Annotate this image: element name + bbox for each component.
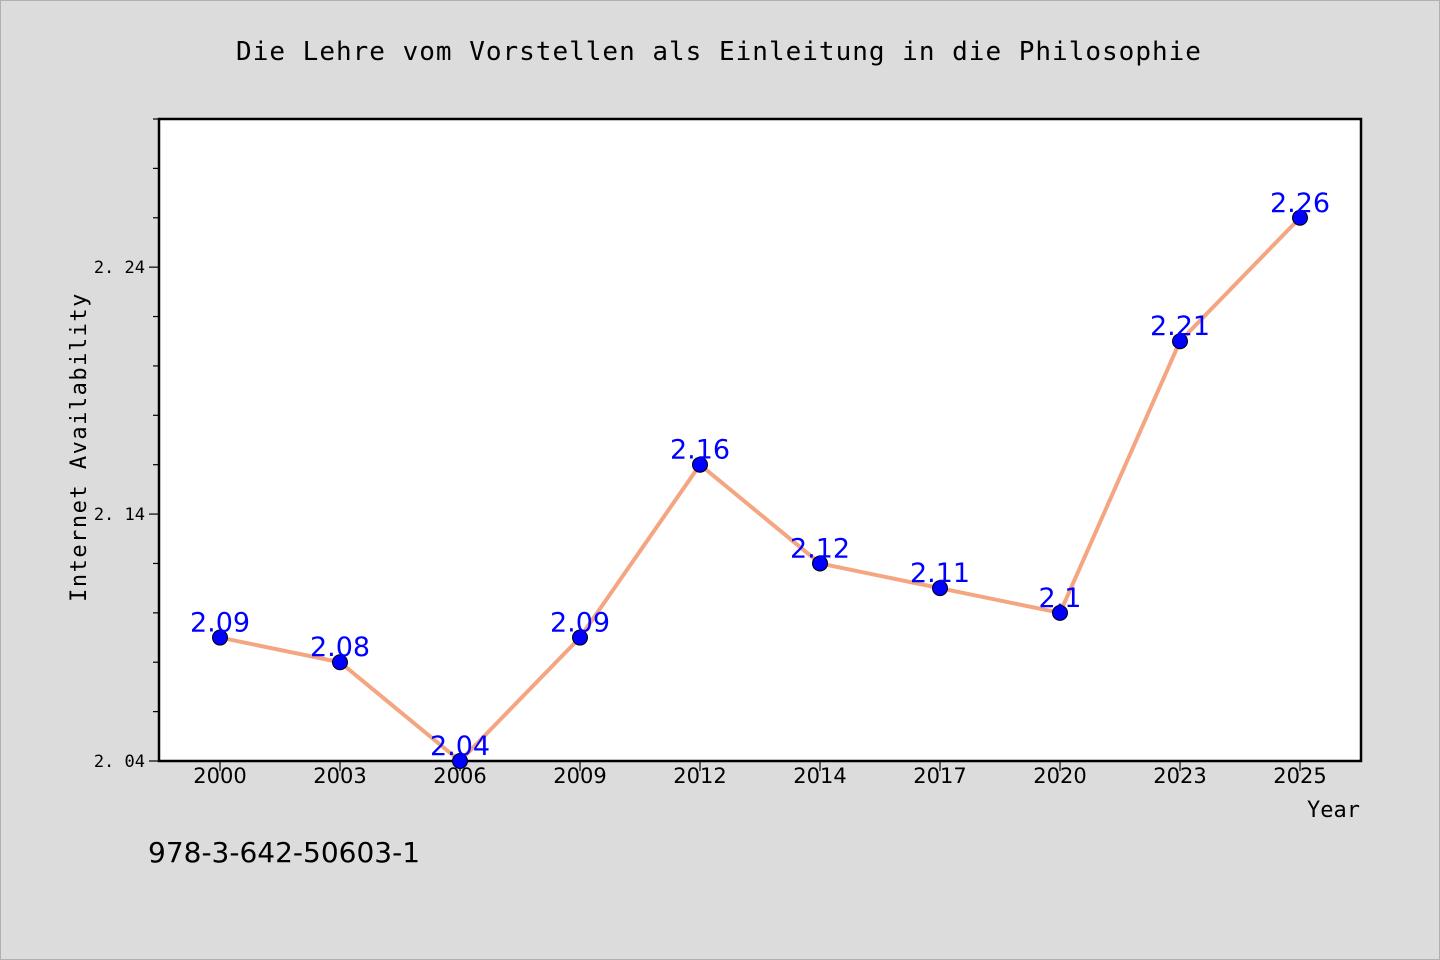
- x-tick-label: 2023: [1153, 764, 1206, 788]
- data-label: 2.09: [550, 608, 610, 639]
- y-axis-label: Internet Availability: [67, 292, 92, 602]
- y-tick-label: 2. 14: [94, 505, 145, 525]
- x-tick-label: 2009: [553, 764, 606, 788]
- data-point: [572, 629, 588, 646]
- data-label: 2.08: [310, 632, 370, 663]
- x-tick-label: 2020: [1033, 764, 1086, 788]
- data-label: 2.11: [910, 558, 970, 589]
- data-label: 2.09: [190, 608, 250, 639]
- data-label: 2.16: [670, 435, 730, 466]
- data-label: 2.21: [1150, 311, 1210, 342]
- data-point: [212, 629, 228, 646]
- x-tick-label: 2003: [313, 764, 366, 788]
- data-point: [1292, 209, 1308, 226]
- data-label: 2.12: [790, 533, 850, 564]
- data-label: 2.04: [430, 731, 490, 762]
- y-axis-ticks: 2. 04 2. 14 2. 24: [94, 118, 159, 772]
- x-tick-label: 2025: [1273, 764, 1326, 788]
- data-point: [332, 654, 348, 671]
- x-tick-label: 2014: [793, 764, 846, 788]
- data-label: 2.1: [1039, 583, 1082, 614]
- y-tick-label: 2. 04: [94, 752, 145, 772]
- data-point: [812, 555, 828, 572]
- x-axis-label: Year: [1307, 798, 1360, 823]
- series-line: [218, 215, 1302, 763]
- y-tick-label: 2. 24: [94, 258, 145, 278]
- x-tick-label: 2012: [673, 764, 726, 788]
- data-point: [1172, 333, 1188, 350]
- x-axis-ticks: 2000 2003 2006 2009 2012 2014 2017 2020 2023 2025: [193, 761, 1327, 788]
- data-point: [1052, 604, 1068, 621]
- data-point: [932, 580, 948, 597]
- data-label: 2.26: [1270, 188, 1330, 219]
- data-point: [692, 456, 708, 473]
- x-tick-label: 2000: [193, 764, 246, 788]
- chart-title: Die Lehre vom Vorstellen als Einleitung …: [236, 37, 1202, 67]
- plot-area: [157, 117, 1363, 763]
- isbn-text: 978-3-642-50603-1: [148, 836, 420, 869]
- data-point: [452, 753, 468, 769]
- x-tick-label: 2017: [913, 764, 966, 788]
- series-layer: 2.09 2.08 2.04 2.09 2.16 2.12 2.11 2.1 2.21 2.26: [190, 188, 1330, 769]
